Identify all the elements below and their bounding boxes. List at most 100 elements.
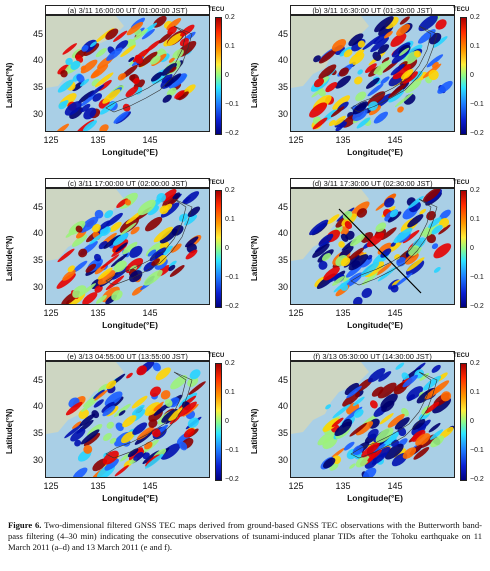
x-tick-label: 145 <box>142 481 158 491</box>
y-tick-label: 35 <box>277 255 288 265</box>
colorbar-tick-label: −0.1 <box>470 101 484 108</box>
colorbar-tick-label: 0.2 <box>225 187 235 194</box>
x-tick-label: 125 <box>43 135 59 145</box>
tec-map <box>290 15 455 132</box>
panel-title: (f) 3/13 05:30:00 UT (14:30:00 JST) <box>290 351 455 361</box>
x-axis-label: Longitude(°E) <box>347 493 403 503</box>
y-tick-label: 30 <box>277 282 288 292</box>
panel-a: (a) 3/11 16:00:00 UT (01:00:00 JST) Latit… <box>5 5 239 180</box>
tec-map <box>45 15 210 132</box>
x-tick-label: 135 <box>90 135 106 145</box>
colorbar-tick-label: 0.1 <box>225 216 235 223</box>
colorbar-tick-label: −0.2 <box>225 476 239 483</box>
x-axis-label: Longitude(°E) <box>347 320 403 330</box>
y-tick-label: 40 <box>32 401 43 411</box>
japan-coastline <box>350 25 438 113</box>
colorbar-tick-label: 0 <box>225 72 229 79</box>
japan-coastline <box>105 25 193 113</box>
mainland-landmass <box>291 189 369 261</box>
tec-map <box>290 361 455 478</box>
colorbar-unit: TECU <box>208 7 225 13</box>
y-tick-label: 35 <box>32 428 43 438</box>
colorbar-tick-label: 0.2 <box>470 14 480 21</box>
colorbar-tick-label: 0 <box>470 245 474 252</box>
figure-caption: Figure 6. Two-dimensional filtered GNSS … <box>8 520 482 553</box>
x-tick-label: 125 <box>288 308 304 318</box>
colorbar-tick-label: 0.2 <box>225 360 235 367</box>
colorbar-tick-label: −0.1 <box>225 101 239 108</box>
y-tick-label: 30 <box>32 109 43 119</box>
y-tick-label: 45 <box>32 202 43 212</box>
x-tick-label: 125 <box>288 481 304 491</box>
panel-b: (b) 3/11 16:30:00 UT (01:30:00 JST) Latit… <box>250 5 484 180</box>
x-axis-label: Longitude(°E) <box>347 147 403 157</box>
colorbar-tick-label: 0.2 <box>470 187 480 194</box>
colorbar-tick-label: 0.1 <box>470 216 480 223</box>
tec-anomaly-field <box>317 362 454 477</box>
y-axis-label: Latitude(°N) <box>250 62 259 108</box>
tec-anomaly-field <box>64 362 206 477</box>
colorbar-tick-label: 0.2 <box>470 360 480 367</box>
colorbar-tick-label: −0.1 <box>225 447 239 454</box>
tec-anomaly-field <box>309 16 453 131</box>
x-tick-label: 135 <box>90 308 106 318</box>
colorbar-tick-label: 0.1 <box>225 389 235 396</box>
y-axis-label: Latitude(°N) <box>5 235 14 281</box>
panel-e: (e) 3/13 04:55:00 UT (13:55:00 JST) Latit… <box>5 351 239 526</box>
japan-coastline <box>105 198 193 286</box>
tec-map <box>45 361 210 478</box>
y-tick-label: 35 <box>277 428 288 438</box>
colorbar-tick-label: 0.1 <box>470 43 480 50</box>
colorbar-tick-label: −0.2 <box>225 303 239 310</box>
caption-lead: Figure 6. <box>8 520 42 530</box>
y-axis-label: Latitude(°N) <box>250 235 259 281</box>
colorbar-unit: TECU <box>453 180 470 186</box>
japan-coastline <box>105 371 193 459</box>
y-axis-label: Latitude(°N) <box>5 408 14 454</box>
panel-title: (b) 3/11 16:30:00 UT (01:30:00 JST) <box>290 5 455 15</box>
caption-text: Two-dimensional filtered GNSS TEC maps d… <box>8 520 483 552</box>
japan-coastline <box>350 371 438 459</box>
colorbar <box>460 17 467 135</box>
tec-map <box>290 188 455 305</box>
y-tick-label: 45 <box>32 29 43 39</box>
y-tick-label: 45 <box>277 202 288 212</box>
colorbar-tick-label: 0.1 <box>225 43 235 50</box>
colorbar <box>215 17 222 135</box>
colorbar-tick-label: −0.1 <box>225 274 239 281</box>
x-tick-label: 135 <box>335 135 351 145</box>
colorbar-tick-label: 0 <box>470 72 474 79</box>
x-axis-label: Longitude(°E) <box>102 320 158 330</box>
mainland-landmass <box>291 362 369 434</box>
colorbar-tick-label: 0 <box>225 245 229 252</box>
panel-title: (d) 3/11 17:30:00 UT (02:30:00 JST) <box>290 178 455 188</box>
colorbar-tick-label: 0.2 <box>225 14 235 21</box>
colorbar-unit: TECU <box>453 353 470 359</box>
cross-section-line <box>338 208 422 294</box>
x-tick-label: 125 <box>43 481 59 491</box>
x-axis-label: Longitude(°E) <box>102 493 158 503</box>
colorbar-tick-label: 0 <box>225 418 229 425</box>
y-tick-label: 35 <box>32 255 43 265</box>
y-tick-label: 40 <box>32 228 43 238</box>
x-tick-label: 125 <box>43 308 59 318</box>
x-tick-label: 135 <box>335 308 351 318</box>
panel-title: (e) 3/13 04:55:00 UT (13:55:00 JST) <box>45 351 210 361</box>
colorbar-tick-label: −0.2 <box>470 303 484 310</box>
panel-f: (f) 3/13 05:30:00 UT (14:30:00 JST) Latit… <box>250 351 484 526</box>
panel-d: (d) 3/11 17:30:00 UT (02:30:00 JST) Latit… <box>250 178 484 353</box>
colorbar-unit: TECU <box>208 180 225 186</box>
y-tick-label: 35 <box>32 82 43 92</box>
y-tick-label: 45 <box>277 375 288 385</box>
tec-anomaly-field <box>56 189 202 304</box>
x-tick-label: 125 <box>288 135 304 145</box>
x-axis-label: Longitude(°E) <box>102 147 158 157</box>
colorbar-tick-label: −0.2 <box>470 130 484 137</box>
colorbar <box>215 190 222 308</box>
x-tick-label: 145 <box>387 308 403 318</box>
colorbar-tick-label: 0.1 <box>470 389 480 396</box>
y-tick-label: 30 <box>277 109 288 119</box>
colorbar-tick-label: −0.2 <box>470 476 484 483</box>
colorbar-tick-label: −0.2 <box>225 130 239 137</box>
y-tick-label: 45 <box>32 375 43 385</box>
